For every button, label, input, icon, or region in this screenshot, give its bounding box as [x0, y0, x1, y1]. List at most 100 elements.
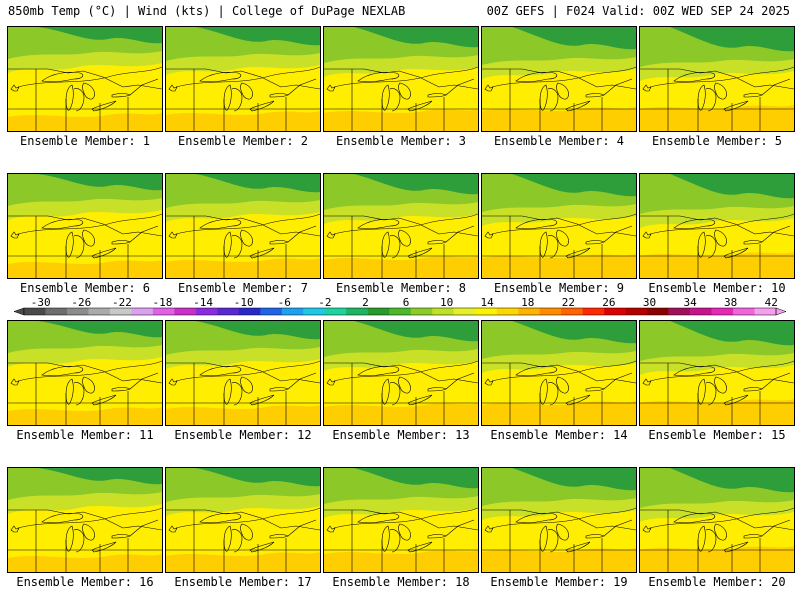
colorbar-tick-label: -10	[234, 296, 254, 309]
temperature-map-icon	[482, 27, 636, 131]
colorbar-segment	[152, 308, 175, 315]
colorbar-tick-label: -30	[31, 296, 51, 309]
ensemble-member-map	[323, 26, 479, 132]
temperature-map-icon	[482, 468, 636, 572]
ensemble-member-map	[323, 467, 479, 573]
ensemble-member-label: Ensemble Member: 8	[335, 281, 467, 295]
colorbar-segment	[625, 308, 648, 315]
temperature-map-icon	[8, 27, 162, 131]
ensemble-member-map	[7, 26, 163, 132]
colorbar-high-arrow	[775, 307, 787, 316]
temperature-map-icon	[8, 321, 162, 425]
ensemble-member-map	[639, 26, 795, 132]
temperature-map-icon	[324, 174, 478, 278]
colorbar-segment	[733, 308, 755, 315]
ensemble-member-label: Ensemble Member: 17	[174, 575, 312, 589]
colorbar-segment	[389, 308, 412, 315]
temperature-map-icon	[8, 174, 162, 278]
ensemble-member-label: Ensemble Member: 15	[648, 428, 786, 442]
ensemble-member-label: Ensemble Member: 1	[19, 134, 151, 148]
colorbar-tick-label: 22	[562, 296, 575, 309]
colorbar-segment	[24, 308, 46, 315]
ensemble-member-label: Ensemble Member: 12	[174, 428, 312, 442]
colorbar-segment	[410, 308, 433, 315]
colorbar-segment	[324, 308, 347, 315]
ensemble-member-label: Ensemble Member: 13	[332, 428, 470, 442]
temperature-map-icon	[640, 174, 794, 278]
colorbar-tick-label: 6	[403, 296, 410, 309]
ensemble-member-map	[639, 173, 795, 279]
ensemble-member-label: Ensemble Member: 18	[332, 575, 470, 589]
temperature-map-icon	[640, 27, 794, 131]
temperature-map-icon	[324, 27, 478, 131]
colorbar-segment	[45, 308, 68, 315]
temperature-map-icon	[8, 468, 162, 572]
ensemble-member-label: Ensemble Member: 2	[177, 134, 309, 148]
colorbar-tick-label: 14	[481, 296, 495, 309]
colorbar-segment	[582, 308, 605, 315]
colorbar-segment	[453, 308, 476, 315]
ensemble-member-map	[639, 320, 795, 426]
ensemble-member-map	[481, 26, 637, 132]
ensemble-member-map	[165, 467, 321, 573]
colorbar-segment	[174, 308, 197, 315]
ensemble-member-map	[639, 467, 795, 573]
temperature-colorbar: -30 -26 -22 -18 -14 -10 -6 -2 2 6 10 14 18 22 26 30 34 38…	[10, 296, 790, 320]
colorbar-tick-label: 30	[643, 296, 656, 309]
temperature-map-icon	[324, 321, 478, 425]
ensemble-member-map	[7, 320, 163, 426]
colorbar-segment	[647, 308, 669, 315]
colorbar-segment	[496, 308, 519, 315]
colorbar-tick-label: -26	[71, 296, 91, 309]
ensemble-member-map	[165, 173, 321, 279]
colorbar-outline	[23, 307, 777, 316]
colorbar-segment	[690, 308, 712, 315]
colorbar-segment	[754, 308, 777, 315]
ensemble-member-label: Ensemble Member: 4	[493, 134, 625, 148]
colorbar-segment	[109, 308, 132, 315]
ensemble-member-label: Ensemble Member: 3	[335, 134, 467, 148]
colorbar-segment	[238, 308, 261, 315]
colorbar-tick-label: -18	[153, 296, 173, 309]
temperature-map-icon	[640, 468, 794, 572]
colorbar-segment	[711, 308, 734, 315]
colorbar-graphic: -30 -26 -22 -18 -14 -10 -6 -2 2 6 10 14 18 22 26 30 34 38…	[13, 296, 787, 316]
ensemble-member-label: Ensemble Member: 20	[648, 575, 786, 589]
colorbar-tick-label: 10	[440, 296, 453, 309]
temperature-map-icon	[640, 321, 794, 425]
temperature-map-icon	[482, 174, 636, 278]
colorbar-tick-label: 26	[602, 296, 615, 309]
temperature-map-icon	[166, 468, 320, 572]
map-title: 850mb Temp (°C) | Wind (kts) | College o…	[8, 4, 406, 18]
colorbar-segment	[131, 308, 154, 315]
colorbar-segment	[281, 308, 304, 315]
colorbar-tick-label: 18	[521, 296, 534, 309]
ensemble-member-label: Ensemble Member: 14	[490, 428, 628, 442]
colorbar-low-arrow	[13, 307, 25, 316]
colorbar-segment	[195, 308, 218, 315]
colorbar-segment	[604, 308, 626, 315]
temperature-map-icon	[324, 468, 478, 572]
model-run-valid-time: 00Z GEFS | F024 Valid: 00Z WED SEP 24 20…	[486, 4, 790, 18]
colorbar-segment	[518, 308, 540, 315]
colorbar-segment	[432, 308, 455, 315]
ensemble-member-label: Ensemble Member: 6	[19, 281, 151, 295]
ensemble-member-map	[323, 173, 479, 279]
colorbar-tick-label: -6	[278, 296, 291, 309]
temperature-map-icon	[166, 321, 320, 425]
colorbar-tick-label: -14	[193, 296, 213, 309]
ensemble-member-label: Ensemble Member: 16	[16, 575, 154, 589]
ensemble-member-map	[481, 173, 637, 279]
ensemble-member-map	[165, 26, 321, 132]
ensemble-member-map	[7, 173, 163, 279]
colorbar-segment	[66, 308, 89, 315]
colorbar-segment	[475, 308, 497, 315]
ensemble-member-map	[165, 320, 321, 426]
ensemble-member-map	[323, 320, 479, 426]
ensemble-member-label: Ensemble Member: 19	[490, 575, 628, 589]
colorbar-tick-label: 2	[362, 296, 369, 309]
colorbar-segment	[668, 308, 691, 315]
ensemble-member-label: Ensemble Member: 11	[16, 428, 154, 442]
colorbar-tick-label: 42	[765, 296, 778, 309]
colorbar-tick-label: -22	[112, 296, 132, 309]
